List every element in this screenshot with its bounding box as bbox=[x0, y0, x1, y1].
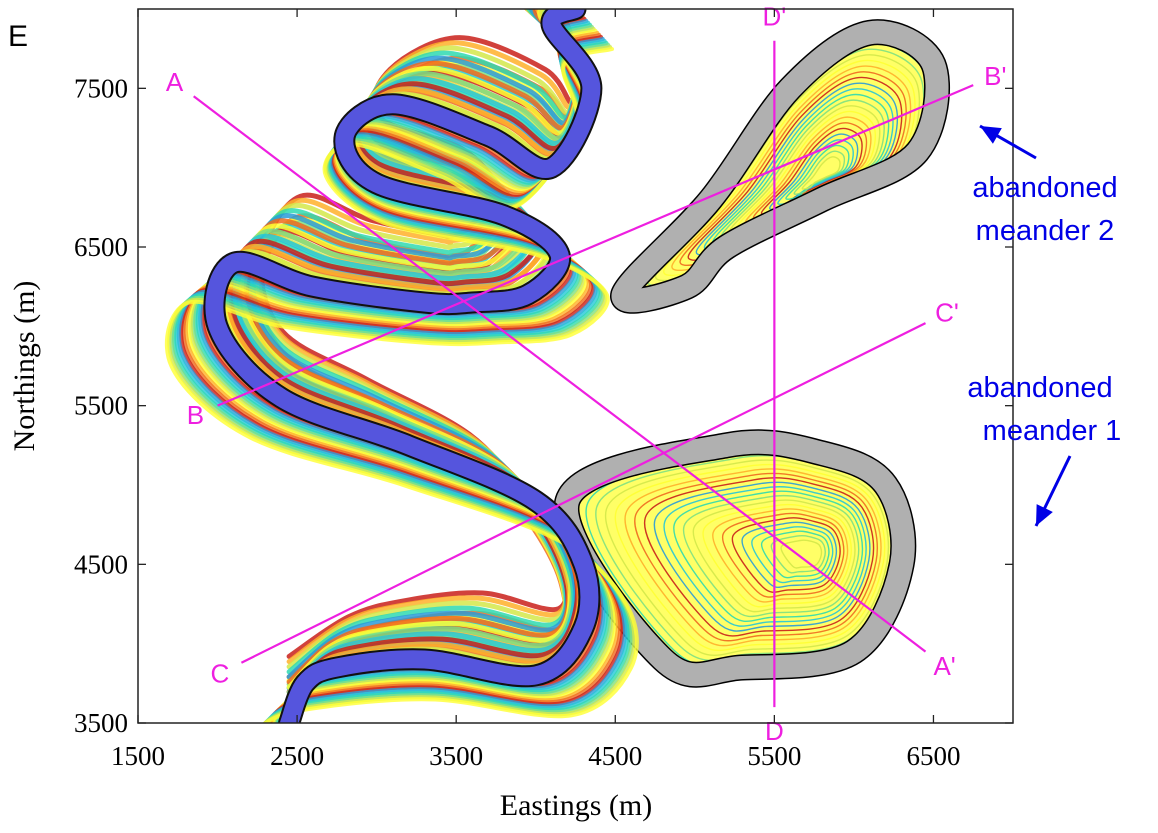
abandoned-scroll-bar bbox=[761, 530, 830, 579]
section-label-start: A bbox=[166, 67, 184, 97]
scroll-bar-line bbox=[164, 47, 639, 723]
annotation-meander2-line1: abandoned bbox=[972, 172, 1117, 204]
abandoned-scroll-bar bbox=[780, 539, 823, 569]
scroll-bar-line bbox=[174, 39, 630, 723]
abandoned-scroll-bar bbox=[653, 481, 871, 632]
cross-section-layer: AA'BB'CC'DD' bbox=[166, 2, 1007, 746]
abandoned-scroll-bar bbox=[682, 494, 860, 618]
scroll-bar-line bbox=[198, 19, 606, 723]
abandoned-scroll-bar bbox=[712, 508, 849, 603]
abandoned-scroll-bar bbox=[643, 477, 875, 637]
abandoned-scroll-bar bbox=[793, 150, 846, 195]
x-tick-label: 3500 bbox=[429, 741, 483, 771]
scroll-bar-line bbox=[176, 37, 627, 723]
x-tick-label: 4500 bbox=[588, 741, 642, 771]
scroll-bar-line bbox=[188, 27, 616, 723]
y-ticks: 3500 4500 5500 6500 7500 bbox=[74, 73, 1013, 738]
abandoned-scroll-bar bbox=[702, 503, 852, 608]
section-line-B bbox=[217, 84, 974, 407]
scroll-bar-line bbox=[179, 35, 625, 723]
x-tick-label: 2500 bbox=[270, 741, 324, 771]
abandoned-scroll-bar bbox=[663, 486, 867, 627]
active-channel bbox=[205, 9, 601, 723]
x-tick-label: 6500 bbox=[906, 741, 960, 771]
section-line-C bbox=[240, 322, 926, 664]
abandoned-scroll-bar bbox=[634, 472, 878, 642]
abandoned-meander-1 bbox=[555, 430, 915, 687]
y-tick-label: 4500 bbox=[74, 549, 128, 579]
abandoned-scroll-bar bbox=[741, 521, 838, 589]
scroll-bar-line bbox=[227, 9, 587, 705]
scroll-bar-line bbox=[200, 17, 604, 723]
abandoned-meander-2 bbox=[611, 20, 949, 313]
x-axis-label: Eastings (m) bbox=[500, 789, 652, 822]
scroll-bar-line bbox=[191, 25, 613, 723]
section-line-A bbox=[193, 95, 927, 653]
scroll-bar-line bbox=[252, 9, 579, 670]
y-tick-label: 7500 bbox=[74, 73, 128, 103]
y-tick-label: 6500 bbox=[74, 232, 128, 262]
scroll-bar-line bbox=[238, 9, 583, 690]
scroll-bar-line bbox=[195, 21, 608, 723]
plot-frame bbox=[137, 8, 1014, 724]
section-label-start: B bbox=[187, 400, 204, 430]
abandoned-scroll-bar bbox=[731, 517, 841, 593]
abandoned-scroll-bar bbox=[614, 463, 886, 652]
scroll-bar-line bbox=[167, 45, 637, 723]
section-label-end: B' bbox=[984, 61, 1006, 91]
abandoned-scroll-bar bbox=[751, 526, 834, 584]
section-label-end: A' bbox=[933, 651, 955, 681]
abandoned-scroll-bar bbox=[673, 490, 864, 622]
annotation-meander1-line1: abandoned bbox=[967, 372, 1112, 404]
y-tick-label: 5500 bbox=[74, 391, 128, 421]
y-tick-label: 3500 bbox=[74, 708, 128, 738]
abandoned-scroll-bar bbox=[722, 512, 845, 598]
abandoned-scroll-bar bbox=[604, 459, 890, 657]
x-tick-label: 1500 bbox=[111, 741, 165, 771]
annotation-meander1-line2: meander 1 bbox=[983, 415, 1122, 447]
x-ticks: 1500 2500 3500 4500 5500 6500 bbox=[111, 9, 960, 771]
scroll-bar-line bbox=[186, 29, 618, 723]
scroll-bar-line bbox=[172, 41, 632, 723]
annotation-arrow-meander2-head bbox=[980, 126, 1002, 144]
abandoned-scroll-bar bbox=[770, 534, 826, 574]
abandoned-scroll-bar bbox=[692, 499, 856, 613]
scroll-bar-line bbox=[193, 23, 611, 723]
panel-label: E bbox=[8, 20, 28, 53]
scroll-bar-line bbox=[235, 9, 584, 695]
section-label-start: C bbox=[211, 658, 230, 688]
section-label-end: C' bbox=[935, 297, 959, 327]
scroll-bar-line bbox=[181, 33, 623, 723]
y-axis-label: Northings (m) bbox=[8, 281, 41, 452]
scroll-bar-line bbox=[169, 43, 635, 723]
scroll-bar-line bbox=[183, 31, 620, 723]
abandoned-scroll-bar bbox=[801, 156, 841, 190]
annotation-meander2-line2: meander 2 bbox=[976, 215, 1115, 247]
x-tick-label: 5500 bbox=[747, 741, 801, 771]
abandoned-scroll-bar bbox=[624, 468, 882, 647]
annotation-arrow-meander1-head bbox=[1036, 504, 1053, 526]
annotations: abandoned meander 2 abandoned meander 1 bbox=[967, 124, 1122, 527]
scroll-bar-line bbox=[231, 9, 585, 700]
